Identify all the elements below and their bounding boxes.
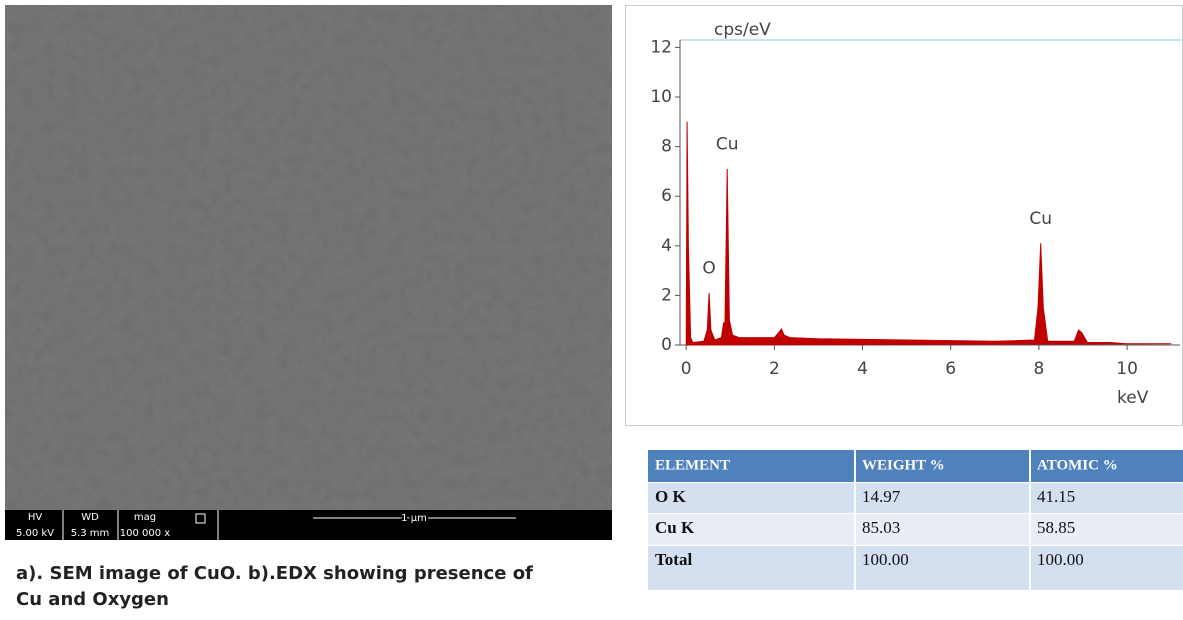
y-tick-label: 8 [661,137,672,157]
table-header-cell: ELEMENT [655,457,730,473]
x-tick-label: 6 [945,359,956,379]
table-cell: O K [655,487,686,506]
y-tick-label: 4 [661,236,672,256]
y-tick-label: 0 [661,335,672,355]
caption: Cu and Oxygen [16,589,169,610]
x-tick-label: 0 [681,359,692,379]
table-row-bg [648,514,1183,545]
table-cell: 14.97 [862,487,901,506]
y-tick-label: 6 [661,186,672,206]
table-header-cell: WEIGHT % [862,457,945,473]
table-cell: Total [655,550,692,569]
table-cell: 100.00 [1037,550,1084,569]
table-cell: 85.03 [862,518,900,537]
sem-field-value: 5.00 kV [16,528,54,539]
scale-label: 1 µm [401,513,427,524]
peak-label: Cu [1029,209,1052,229]
table-cell: 58.85 [1037,518,1075,537]
y-tick-label: 10 [650,87,672,107]
table: ELEMENT WEIGHT % ATOMIC % O K 14.97 41.15 Cu K… [648,450,1183,590]
x-tick-label: 2 [769,359,780,379]
table-cell: Cu K [655,518,695,537]
x-tick-label: 8 [1033,359,1044,379]
y-tick-label: 2 [661,285,672,305]
table-cell: 41.15 [1037,487,1075,506]
sem-field-label: mag [134,512,156,523]
caption: a). SEM image of CuO. b).EDX showing pre… [16,563,533,584]
page: HV 5.00 kV WD 5.3 mm mag 100 000 x 1 µm 0 2 4 6 8… [0,0,1183,616]
sem-field-label: WD [81,512,99,523]
table-row-bg [648,546,1183,590]
sem-texture [5,5,612,510]
figure: HV 5.00 kV WD 5.3 mm mag 100 000 x 1 µm 0 2 4 6 8… [0,0,1183,616]
sem-field-value: 5.3 mm [71,528,110,539]
table-cell: 100.00 [862,550,909,569]
y-tick-label: 12 [650,37,672,57]
peak-label: O [702,259,715,279]
table-row-bg [648,483,1183,513]
x-tick-label: 4 [857,359,868,379]
x-tick-label: 10 [1116,359,1138,379]
peak-label: Cu [716,135,739,155]
sem-field-value: 100 000 x [120,528,171,539]
y-axis-label: cps/eV [714,20,771,40]
table-header-cell: ATOMIC % [1037,457,1118,473]
chart-frame [626,6,1183,426]
x-axis-label: keV [1117,388,1149,408]
sem-field-label: HV [28,512,43,523]
